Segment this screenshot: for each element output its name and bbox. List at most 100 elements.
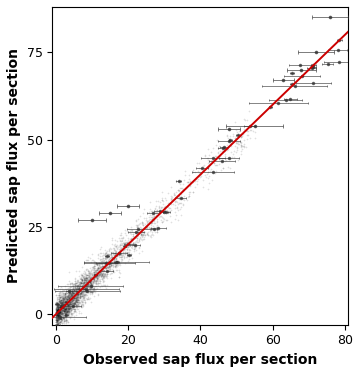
Point [110, 245, 116, 251]
Point [115, 248, 121, 254]
Point [129, 244, 134, 250]
Point [80, 286, 85, 292]
Point [84, 291, 89, 297]
Point [95, 261, 100, 267]
Point [89, 279, 94, 285]
Point [55, 303, 60, 309]
Point [55, 315, 61, 321]
Point [60, 310, 66, 316]
Point [60, 303, 66, 309]
Point [75, 301, 81, 307]
Point [117, 249, 122, 255]
Point [80, 290, 86, 296]
Point [64, 299, 69, 305]
Point [71, 306, 77, 312]
Point [140, 229, 145, 234]
Point [63, 306, 69, 312]
Point [161, 208, 166, 214]
Point [63, 289, 68, 295]
Point [87, 276, 93, 282]
Point [108, 270, 114, 276]
Point [54, 319, 59, 325]
Point [216, 161, 222, 167]
Point [68, 301, 73, 307]
Point [120, 246, 126, 252]
Point [91, 274, 96, 280]
Point [69, 288, 75, 294]
Point [76, 292, 81, 298]
Point [100, 279, 106, 285]
Point [89, 278, 94, 284]
Point [54, 308, 60, 314]
Point [70, 282, 76, 288]
Point [58, 316, 64, 322]
Point [177, 196, 183, 202]
Point [62, 319, 67, 325]
Point [133, 247, 139, 253]
Point [70, 303, 76, 309]
Point [69, 280, 75, 286]
Point [116, 252, 122, 258]
Point [101, 263, 107, 269]
Point [71, 301, 77, 307]
Point [60, 295, 66, 301]
Point [207, 161, 212, 167]
Point [66, 308, 72, 314]
Point [67, 281, 73, 287]
Point [105, 261, 111, 267]
Point [104, 267, 110, 273]
Point [83, 288, 89, 294]
Point [118, 245, 124, 251]
Point [84, 287, 90, 293]
Point [72, 292, 77, 298]
Point [55, 312, 61, 318]
Point [80, 283, 85, 289]
Point [84, 288, 90, 294]
Point [129, 236, 134, 242]
Point [235, 141, 240, 147]
Point [95, 265, 101, 271]
Point [58, 299, 63, 305]
Point [65, 305, 71, 311]
Point [103, 253, 109, 259]
Point [85, 254, 90, 260]
Point [68, 291, 73, 297]
Point [238, 140, 244, 146]
Point [75, 282, 80, 288]
Point [102, 264, 108, 270]
Point [56, 310, 62, 316]
Point [58, 311, 64, 317]
Point [58, 310, 63, 316]
Point [55, 316, 61, 322]
Point [56, 299, 62, 305]
Point [121, 255, 127, 261]
Point [72, 301, 78, 307]
Point [59, 304, 64, 310]
Point [117, 251, 122, 257]
Point [71, 295, 77, 301]
Point [55, 316, 61, 322]
Point [159, 195, 165, 201]
Point [111, 242, 117, 248]
Point [57, 310, 62, 316]
Point [74, 294, 80, 300]
Point [98, 270, 104, 276]
Point [108, 259, 113, 265]
Point [77, 286, 83, 292]
Point [98, 269, 104, 275]
Point [160, 218, 166, 224]
Point [93, 283, 99, 289]
Point [190, 169, 196, 175]
Point [57, 289, 63, 295]
Point [66, 300, 72, 306]
Point [76, 281, 81, 287]
Point [96, 266, 102, 272]
Point [66, 296, 71, 302]
Point [72, 275, 77, 281]
Point [60, 301, 66, 307]
Point [58, 308, 63, 314]
Point [150, 232, 156, 237]
Point [79, 272, 85, 278]
Point [78, 284, 84, 290]
Point [244, 128, 250, 134]
